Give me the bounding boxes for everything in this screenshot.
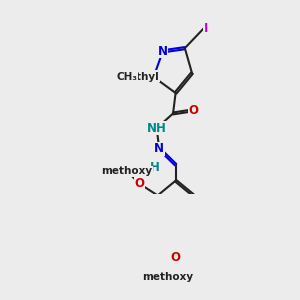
Text: H: H bbox=[150, 161, 160, 174]
Text: methyl: methyl bbox=[118, 72, 159, 82]
Text: methoxy: methoxy bbox=[101, 166, 152, 176]
Text: O: O bbox=[171, 251, 181, 264]
Text: CH₃: CH₃ bbox=[117, 72, 138, 82]
Text: O: O bbox=[188, 104, 199, 117]
Text: I: I bbox=[203, 22, 208, 35]
Text: N: N bbox=[158, 45, 168, 58]
Text: methoxy: methoxy bbox=[142, 272, 194, 282]
Text: N: N bbox=[148, 70, 159, 83]
Text: NH: NH bbox=[147, 122, 166, 135]
Text: N: N bbox=[154, 142, 164, 155]
Text: O: O bbox=[135, 177, 145, 190]
